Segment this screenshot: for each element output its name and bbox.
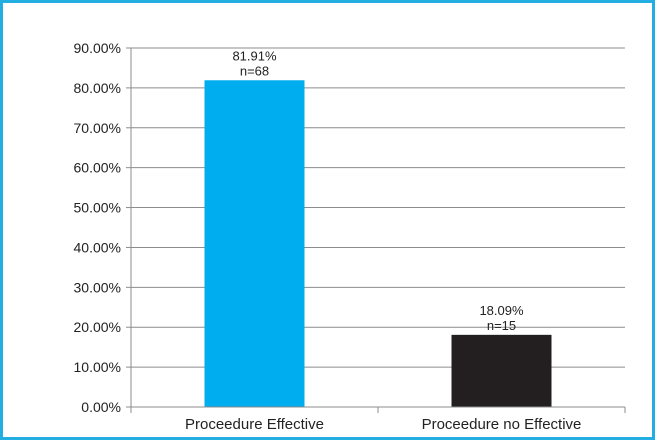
y-axis-tick-labels: 0.00% 10.00% 20.00% 30.00% 40.00% 50.00% 60.00…: [74, 40, 121, 415]
y-tick-label: 0.00%: [81, 399, 121, 415]
data-label-count: n=68: [240, 63, 269, 78]
y-tick-label: 30.00%: [74, 279, 121, 295]
y-tick-label: 40.00%: [74, 239, 121, 255]
y-tick-label: 10.00%: [74, 359, 121, 375]
y-tick-label: 20.00%: [74, 319, 121, 335]
category-label: Proceedure Effective: [185, 416, 324, 433]
category-labels: Proceedure Effective Proceedure no Effect…: [185, 416, 581, 433]
y-tick-label: 90.00%: [74, 40, 121, 56]
axes: [126, 47, 626, 413]
data-label-count: n=15: [487, 318, 516, 333]
data-label-percent: 18.09%: [479, 303, 524, 318]
data-label-percent: 81.91%: [232, 48, 277, 63]
data-labels: 81.91%n=68 18.09%n=15: [232, 48, 524, 333]
y-tick-label: 50.00%: [74, 200, 121, 216]
y-tick-label: 70.00%: [74, 120, 121, 136]
bar-1: [204, 80, 305, 407]
y-tick-label: 80.00%: [74, 80, 121, 96]
bars: [204, 80, 552, 407]
bar-2: [451, 334, 552, 407]
y-tick-label: 60.00%: [74, 160, 121, 176]
bar-chart: 0.00% 10.00% 20.00% 30.00% 40.00% 50.00% 60.00…: [74, 40, 626, 433]
category-label: Proceedure no Effective: [422, 416, 582, 433]
